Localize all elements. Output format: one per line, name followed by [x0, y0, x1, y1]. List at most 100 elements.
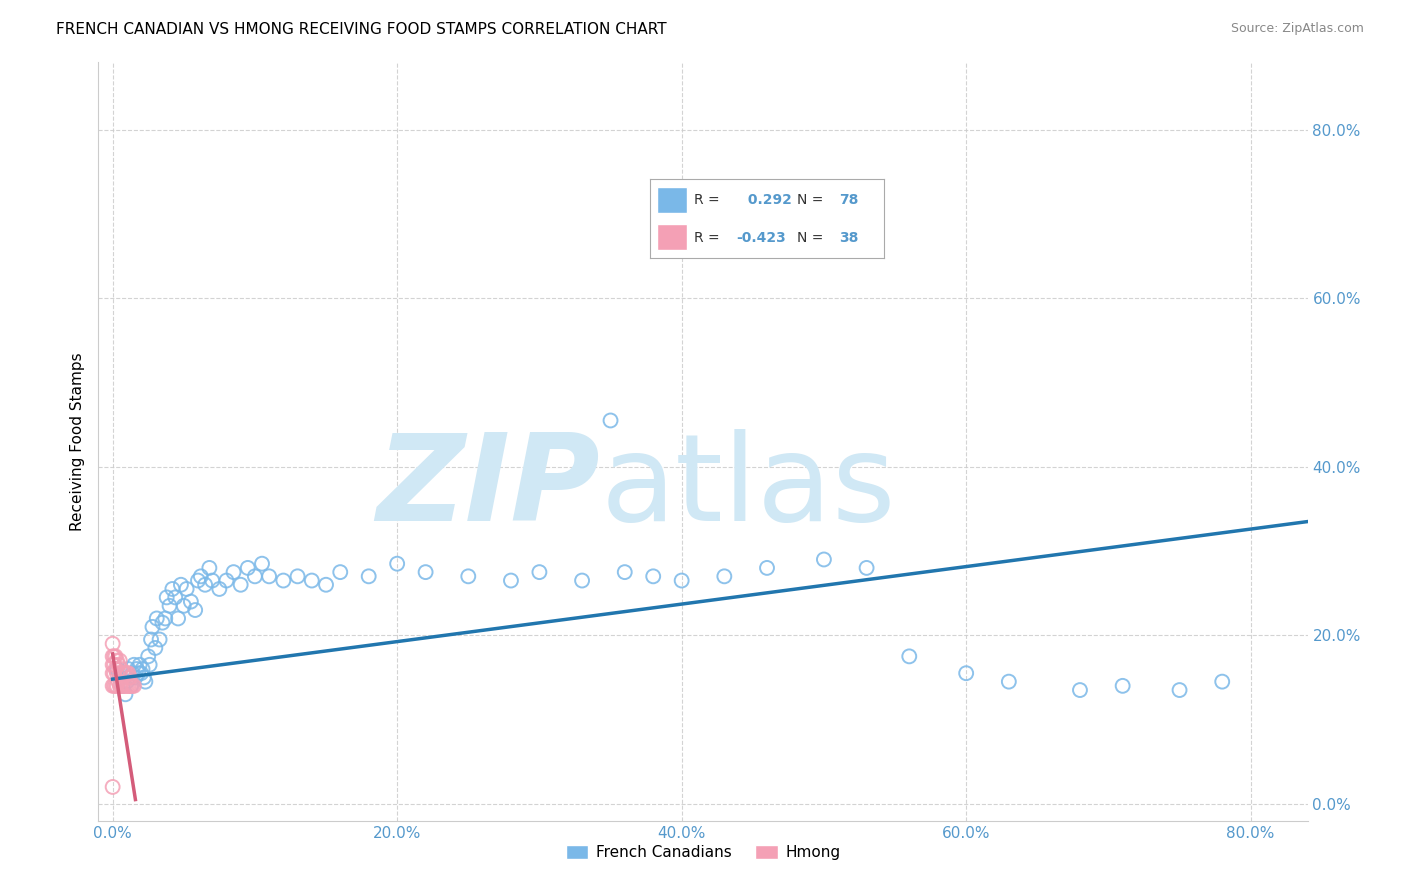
- FancyBboxPatch shape: [657, 224, 688, 251]
- Point: [128, 657, 150, 672]
- Point: [105, 662, 128, 676]
- Point: [1211, 674, 1233, 689]
- Point: [671, 574, 693, 588]
- Point: [115, 666, 138, 681]
- Point: [104, 649, 127, 664]
- Point: [385, 557, 408, 571]
- Point: [329, 565, 352, 579]
- Text: -0.423: -0.423: [737, 231, 786, 244]
- Point: [138, 657, 160, 672]
- Point: [101, 657, 124, 672]
- Text: atlas: atlas: [600, 428, 896, 546]
- Point: [613, 565, 636, 579]
- Legend: French Canadians, Hmong: French Canadians, Hmong: [560, 838, 846, 866]
- Point: [127, 666, 149, 681]
- Point: [111, 666, 134, 681]
- Point: [122, 679, 145, 693]
- Point: [136, 649, 159, 664]
- Text: N =: N =: [797, 193, 828, 207]
- Point: [143, 640, 166, 655]
- Point: [170, 578, 193, 592]
- Point: [184, 603, 207, 617]
- Point: [124, 670, 146, 684]
- Point: [713, 569, 735, 583]
- Point: [131, 662, 153, 676]
- Point: [180, 594, 202, 608]
- Point: [529, 565, 551, 579]
- Point: [112, 666, 135, 681]
- Point: [155, 611, 177, 625]
- Text: FRENCH CANADIAN VS HMONG RECEIVING FOOD STAMPS CORRELATION CHART: FRENCH CANADIAN VS HMONG RECEIVING FOOD …: [56, 22, 666, 37]
- Point: [114, 679, 136, 693]
- Point: [108, 666, 131, 681]
- Point: [173, 599, 195, 613]
- Point: [121, 679, 143, 693]
- Text: Source: ZipAtlas.com: Source: ZipAtlas.com: [1230, 22, 1364, 36]
- Point: [357, 569, 380, 583]
- Point: [215, 574, 238, 588]
- Point: [112, 679, 135, 693]
- Point: [118, 670, 141, 684]
- Point: [110, 662, 132, 676]
- Point: [1168, 683, 1191, 698]
- Y-axis label: Receiving Food Stamps: Receiving Food Stamps: [70, 352, 86, 531]
- Point: [167, 611, 190, 625]
- Point: [571, 574, 593, 588]
- Point: [287, 569, 309, 583]
- Point: [101, 780, 124, 794]
- Point: [118, 679, 141, 693]
- Point: [159, 599, 181, 613]
- Point: [120, 679, 142, 693]
- Point: [955, 666, 977, 681]
- Point: [1111, 679, 1133, 693]
- Point: [115, 679, 138, 693]
- Point: [273, 574, 295, 588]
- Point: [190, 569, 212, 583]
- Point: [243, 569, 266, 583]
- Point: [208, 582, 231, 596]
- Point: [111, 679, 134, 693]
- Point: [107, 674, 129, 689]
- Point: [149, 632, 172, 647]
- Point: [457, 569, 479, 583]
- Point: [117, 666, 139, 681]
- Text: 0.292: 0.292: [744, 193, 793, 207]
- Point: [145, 611, 167, 625]
- Point: [898, 649, 921, 664]
- Point: [101, 679, 124, 693]
- Point: [165, 591, 187, 605]
- Point: [176, 582, 198, 596]
- Point: [257, 569, 280, 583]
- Point: [122, 657, 145, 672]
- Point: [415, 565, 437, 579]
- Point: [156, 591, 179, 605]
- Point: [104, 679, 127, 693]
- Point: [107, 657, 129, 672]
- Point: [103, 657, 125, 672]
- Text: R =: R =: [695, 193, 724, 207]
- Point: [315, 578, 337, 592]
- FancyBboxPatch shape: [657, 187, 688, 213]
- Point: [103, 666, 125, 681]
- Point: [114, 687, 136, 701]
- Point: [187, 574, 209, 588]
- Text: 78: 78: [839, 193, 859, 207]
- Point: [103, 679, 125, 693]
- Point: [117, 662, 139, 676]
- Point: [152, 615, 174, 630]
- Point: [229, 578, 252, 592]
- Point: [118, 670, 141, 684]
- Point: [101, 666, 124, 681]
- Text: N =: N =: [797, 231, 828, 244]
- Point: [132, 670, 155, 684]
- Text: ZIP: ZIP: [377, 428, 600, 546]
- Point: [222, 565, 245, 579]
- Point: [101, 649, 124, 664]
- Point: [139, 632, 162, 647]
- Point: [108, 654, 131, 668]
- Point: [114, 666, 136, 681]
- Point: [105, 654, 128, 668]
- Point: [599, 413, 621, 427]
- Point: [250, 557, 273, 571]
- Point: [162, 582, 184, 596]
